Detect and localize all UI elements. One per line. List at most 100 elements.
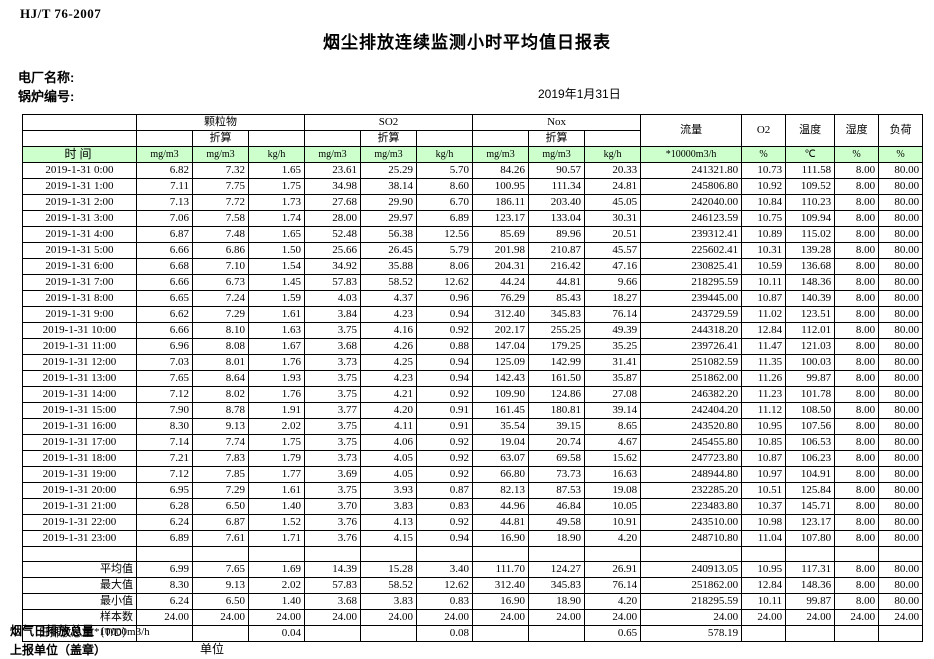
cell-value: 7.29 xyxy=(192,306,249,323)
cell-value: 6.66 xyxy=(136,242,193,259)
cell-value: 7.32 xyxy=(192,162,249,179)
cell-value: 4.23 xyxy=(360,370,418,387)
cell-value: 1.52 xyxy=(247,514,306,531)
table-row: 2019-1-31 11:00 6.96 8.08 1.67 3.68 4.26 0.88 1… xyxy=(22,338,924,355)
unit-flow: *10000m3/h xyxy=(640,146,743,163)
cell-value: 38.14 xyxy=(360,178,418,195)
cell-value: 148.36 xyxy=(785,274,836,291)
column-header-humidity: 湿度 xyxy=(834,114,880,147)
subheader-particulate-converted: 折算 xyxy=(192,130,249,147)
summary-value: 57.83 xyxy=(304,577,362,594)
summary-value: 2.02 xyxy=(247,577,306,594)
table-row: 2019-1-31 5:00 6.66 6.86 1.50 25.66 26.45 5.79… xyxy=(22,242,924,259)
cell-value: 8.00 xyxy=(834,514,880,531)
cell-value: 140.39 xyxy=(785,290,836,307)
cell-value: 4.15 xyxy=(360,530,418,547)
blank-cell xyxy=(472,130,530,147)
cell-value: 80.00 xyxy=(878,450,924,467)
unit-load: % xyxy=(878,146,924,163)
cell-value: 80.00 xyxy=(878,290,924,307)
cell-value: 203.40 xyxy=(528,194,586,211)
table-row: 2019-1-31 13:00 7.65 8.64 1.93 3.75 4.23 0.94 1… xyxy=(22,370,924,387)
cell-value: 8.00 xyxy=(834,290,880,307)
summary-value xyxy=(528,625,586,642)
cell-value: 0.92 xyxy=(416,450,474,467)
cell-value: 80.00 xyxy=(878,274,924,291)
table-row: 2019-1-31 0:00 6.82 7.32 1.65 23.61 25.29 5.70… xyxy=(22,162,924,179)
cell-value: 11.35 xyxy=(741,354,787,371)
unit-so2-converted-mgm3: mg/m3 xyxy=(360,146,418,163)
blank-cell xyxy=(247,546,306,562)
cell-value: 1.61 xyxy=(247,482,306,499)
cell-value: 7.65 xyxy=(136,370,193,387)
blank-cell xyxy=(785,546,836,562)
summary-value: 24.00 xyxy=(136,609,193,626)
table-row: 2019-1-31 1:00 7.11 7.75 1.75 34.98 38.14 8.60… xyxy=(22,178,924,195)
cell-value: 112.01 xyxy=(785,322,836,339)
cell-time: 2019-1-31 6:00 xyxy=(22,258,137,275)
cell-value: 242040.00 xyxy=(640,194,743,211)
cell-value: 133.04 xyxy=(528,210,586,227)
table-row: 2019-1-31 20:00 6.95 7.29 1.61 3.75 3.93 0.87 8… xyxy=(22,482,924,499)
cell-value: 46.84 xyxy=(528,498,586,515)
table-row: 2019-1-31 16:00 8.30 9.13 2.02 3.75 4.11 0.91 3… xyxy=(22,418,924,435)
cell-value: 111.34 xyxy=(528,178,586,195)
cell-value: 145.71 xyxy=(785,498,836,515)
cell-value: 312.40 xyxy=(472,306,530,323)
cell-value: 26.45 xyxy=(360,242,418,259)
blank-cell xyxy=(741,546,787,562)
cell-value: 0.92 xyxy=(416,466,474,483)
header-row-units: 时间 mg/m3 mg/m3 kg/h mg/m3 mg/m3 kg/h mg/… xyxy=(22,146,924,163)
cell-value: 8.02 xyxy=(192,386,249,403)
summary-value: 24.00 xyxy=(584,609,642,626)
blank-cell xyxy=(136,130,193,147)
cell-time: 2019-1-31 17:00 xyxy=(22,434,137,451)
blank-cell xyxy=(136,546,193,562)
cell-time: 2019-1-31 7:00 xyxy=(22,274,137,291)
summary-value xyxy=(878,625,924,642)
cell-value: 7.06 xyxy=(136,210,193,227)
cell-time: 2019-1-31 20:00 xyxy=(22,482,137,499)
cell-value: 247723.80 xyxy=(640,450,743,467)
cell-value: 4.05 xyxy=(360,450,418,467)
group-header-nox: Nox xyxy=(472,114,642,131)
summary-value xyxy=(785,625,836,642)
cell-value: 3.69 xyxy=(304,466,362,483)
cell-value: 80.00 xyxy=(878,178,924,195)
cell-value: 10.11 xyxy=(741,274,787,291)
summary-value: 8.30 xyxy=(136,577,193,594)
cell-value: 0.91 xyxy=(416,402,474,419)
footer-block: 烟气日排放总量*10000m3/h 上报单位（盖章） xyxy=(10,622,150,659)
blank-cell xyxy=(834,546,880,562)
summary-value: 99.87 xyxy=(785,593,836,610)
table-row: 2019-1-31 4:00 6.87 7.48 1.65 52.48 56.38 12.5… xyxy=(22,226,924,243)
cell-value: 27.08 xyxy=(584,386,642,403)
cell-value: 7.24 xyxy=(192,290,249,307)
summary-value: 4.20 xyxy=(584,593,642,610)
cell-value: 35.25 xyxy=(584,338,642,355)
cell-value: 147.04 xyxy=(472,338,530,355)
cell-value: 34.98 xyxy=(304,178,362,195)
cell-value: 3.75 xyxy=(304,434,362,451)
cell-value: 44.24 xyxy=(472,274,530,291)
meta-block: 电厂名称: 锅炉编号: xyxy=(18,68,74,106)
summary-value: 1.69 xyxy=(247,561,306,578)
cell-value: 4.03 xyxy=(304,290,362,307)
cell-value: 45.05 xyxy=(584,194,642,211)
summary-value: 24.00 xyxy=(528,609,586,626)
summary-value: 10.11 xyxy=(741,593,787,610)
summary-value: 0.65 xyxy=(584,625,642,642)
cell-value: 20.33 xyxy=(584,162,642,179)
cell-value: 248710.80 xyxy=(640,530,743,547)
cell-value: 142.43 xyxy=(472,370,530,387)
cell-value: 52.48 xyxy=(304,226,362,243)
cell-value: 4.05 xyxy=(360,466,418,483)
cell-value: 10.87 xyxy=(741,450,787,467)
cell-value: 16.63 xyxy=(584,466,642,483)
cell-value: 8.00 xyxy=(834,466,880,483)
cell-value: 35.54 xyxy=(472,418,530,435)
cell-value: 255.25 xyxy=(528,322,586,339)
cell-time: 2019-1-31 0:00 xyxy=(22,162,137,179)
column-header-time: 时间 xyxy=(22,146,137,163)
cell-value: 106.23 xyxy=(785,450,836,467)
